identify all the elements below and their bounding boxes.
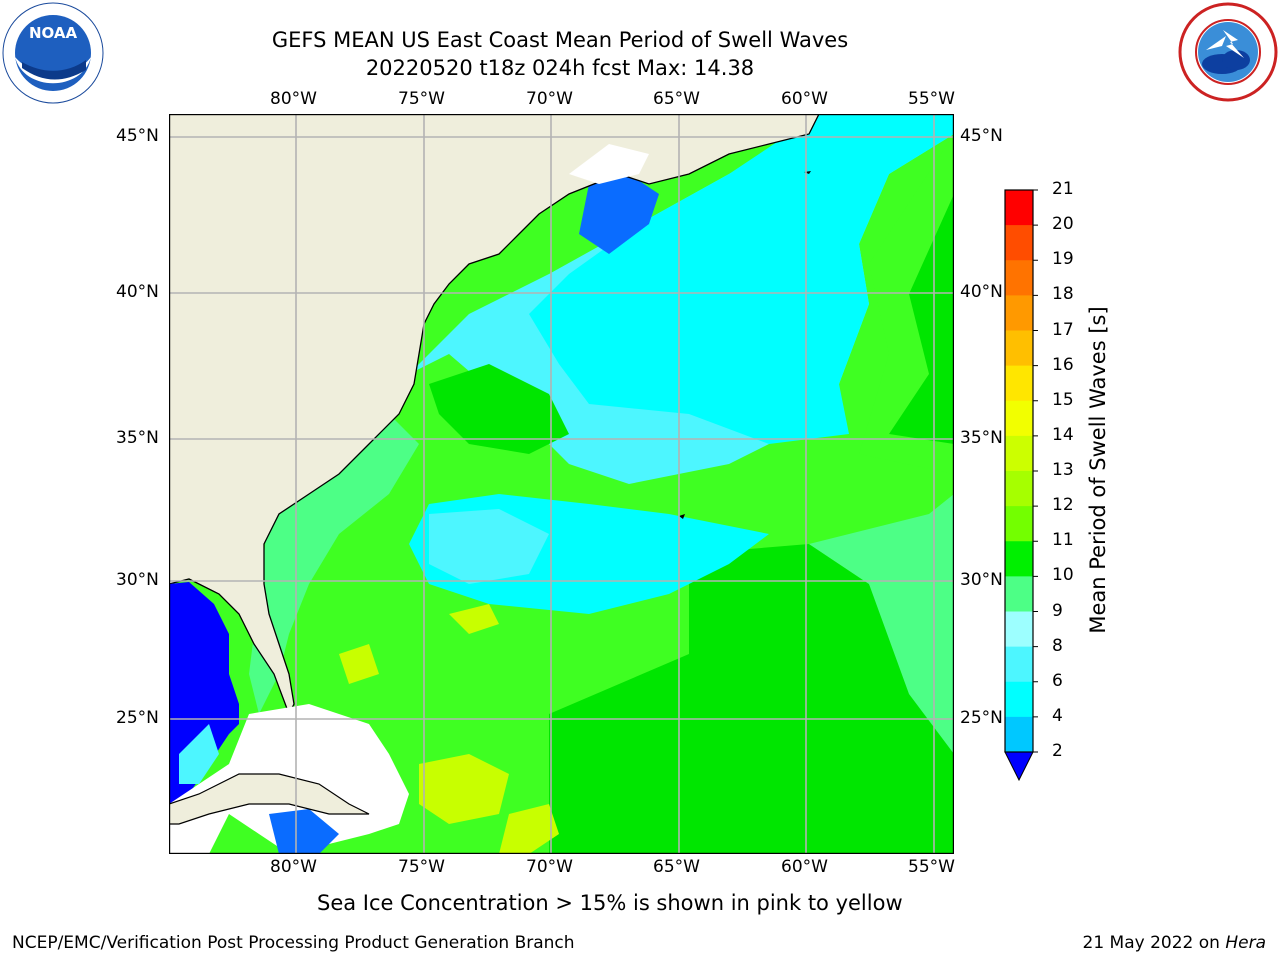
nws-logo-icon bbox=[1178, 2, 1278, 102]
map-frame bbox=[168, 113, 955, 855]
lat-label-left-45n: 45°N bbox=[116, 126, 159, 146]
lat-label-left-35n: 35°N bbox=[116, 428, 159, 448]
colorbar-tick-label: 18 bbox=[1052, 284, 1074, 305]
contour-8-central bbox=[429, 509, 549, 584]
colorbar-band bbox=[1005, 646, 1033, 683]
lon-label-top-70w: 70°W bbox=[526, 89, 573, 109]
contour-10-gulfstream bbox=[429, 364, 569, 454]
contour-9-east bbox=[809, 494, 954, 754]
colorbar-tick-label: 9 bbox=[1052, 600, 1063, 621]
lon-label-bottom-75w: 75°W bbox=[398, 857, 445, 877]
lon-label-top-80w: 80°W bbox=[270, 89, 317, 109]
contour-6-north bbox=[529, 114, 954, 444]
footer-credit: NCEP/EMC/Verification Post Processing Pr… bbox=[12, 933, 575, 953]
colorbar-graphic bbox=[1004, 189, 1038, 782]
colorbar-band bbox=[1005, 295, 1033, 331]
colorbar-band bbox=[1005, 190, 1033, 226]
colorbar-tick-label: 10 bbox=[1052, 565, 1074, 586]
colorbar-band bbox=[1005, 471, 1033, 507]
colorbar-band bbox=[1005, 260, 1033, 296]
lat-label-right-45n: 45°N bbox=[960, 126, 1003, 146]
colorbar-band bbox=[1005, 435, 1033, 472]
colorbar-band bbox=[1005, 611, 1033, 648]
lon-label-top-75w: 75°W bbox=[398, 89, 445, 109]
lat-label-right-40n: 40°N bbox=[960, 282, 1003, 302]
colorbar-band bbox=[1005, 716, 1033, 753]
colorbar-band bbox=[1005, 400, 1033, 437]
contour-9-coastal bbox=[249, 414, 419, 714]
contour-10-east bbox=[549, 544, 954, 854]
colorbar-band bbox=[1005, 541, 1033, 577]
colorbar-tick-label: 12 bbox=[1052, 495, 1074, 516]
contour-13-south bbox=[499, 804, 559, 854]
colorbar-tick-label: 4 bbox=[1052, 705, 1063, 726]
lon-label-top-65w: 65°W bbox=[653, 89, 700, 109]
colorbar-tick-label: 17 bbox=[1052, 319, 1074, 340]
colorbar-band bbox=[1005, 681, 1033, 718]
colorbar-tick-label: 14 bbox=[1052, 424, 1074, 445]
colorbar-tick-label: 13 bbox=[1052, 460, 1074, 480]
colorbar-band bbox=[1005, 365, 1033, 402]
colorbar-band bbox=[1005, 225, 1033, 261]
footer-date-text: 21 May 2022 on bbox=[1082, 933, 1226, 953]
gulf-of-mexico-cyan bbox=[179, 724, 219, 784]
caribbean-blue-patch bbox=[269, 809, 339, 854]
contour-13-florida bbox=[339, 644, 379, 684]
contour-13-bahamas bbox=[419, 754, 509, 824]
graticule bbox=[169, 114, 954, 854]
colorbar-extend-triangle bbox=[1004, 751, 1034, 782]
colorbar-tick-label: 15 bbox=[1052, 389, 1074, 410]
noaa-logo-icon: NOAA bbox=[2, 2, 104, 104]
footer-machine: Hera bbox=[1225, 933, 1266, 953]
contour-4-gulf-of-maine bbox=[579, 174, 659, 254]
land-cuba bbox=[168, 773, 370, 825]
colorbar-tick-label: 11 bbox=[1052, 530, 1074, 551]
footer-date: 21 May 2022 on Hera bbox=[1083, 933, 1267, 953]
swell-period-map bbox=[168, 113, 955, 855]
no-data-bay-of-fundy bbox=[569, 144, 649, 184]
lat-label-left-30n: 30°N bbox=[116, 570, 159, 590]
lon-label-bottom-70w: 70°W bbox=[526, 857, 573, 877]
colorbar-band bbox=[1005, 506, 1033, 542]
map-panel bbox=[168, 113, 955, 855]
contour-13-central bbox=[449, 604, 499, 634]
land-north-america bbox=[168, 113, 821, 716]
lat-label-right-35n: 35°N bbox=[960, 428, 1003, 448]
colorbar bbox=[1000, 186, 1040, 786]
noaa-logo-text: NOAA bbox=[29, 24, 78, 42]
lon-label-bottom-60w: 60°W bbox=[781, 857, 828, 877]
colorbar-tick-label: 21 bbox=[1052, 179, 1074, 199]
lat-label-right-25n: 25°N bbox=[960, 708, 1003, 728]
colorbar-tick-label: 20 bbox=[1052, 214, 1074, 235]
bermuda-island bbox=[679, 514, 685, 519]
sea-ice-caption: Sea Ice Concentration > 15% is shown in … bbox=[317, 891, 903, 915]
lon-label-top-60w: 60°W bbox=[781, 89, 828, 109]
colorbar-tick-label: 16 bbox=[1052, 354, 1074, 375]
colorbar-tick-label: 2 bbox=[1052, 741, 1063, 761]
lat-label-left-25n: 25°N bbox=[116, 708, 159, 728]
lon-label-top-55w: 55°W bbox=[908, 89, 955, 109]
contour-10-northeast bbox=[889, 194, 954, 444]
chart-subtitle: 20220520 t18z 024h fcst Max: 14.38 bbox=[365, 56, 755, 80]
colorbar-band bbox=[1005, 330, 1033, 367]
colorbar-band bbox=[1005, 576, 1033, 612]
colorbar-tick-label: 19 bbox=[1052, 249, 1074, 270]
lon-label-bottom-80w: 80°W bbox=[270, 857, 317, 877]
colorbar-title: Mean Period of Swell Waves [s] bbox=[1086, 306, 1110, 634]
chart-title: GEFS MEAN US East Coast Mean Period of S… bbox=[271, 28, 849, 52]
colorbar-tick-label: 6 bbox=[1052, 670, 1063, 691]
colorbar-tick-label: 8 bbox=[1052, 635, 1063, 656]
lat-label-right-30n: 30°N bbox=[960, 570, 1003, 590]
lat-label-left-40n: 40°N bbox=[116, 282, 159, 302]
lon-label-bottom-65w: 65°W bbox=[653, 857, 700, 877]
lon-label-bottom-55w: 55°W bbox=[908, 857, 955, 877]
